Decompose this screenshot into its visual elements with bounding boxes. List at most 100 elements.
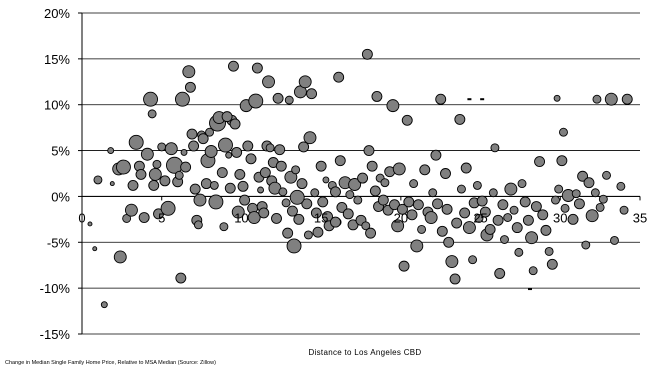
data-point [361,48,373,60]
data-point [128,134,144,150]
data-point [519,196,531,208]
data-point [291,165,301,175]
data-point [573,198,585,210]
data-point [113,250,127,264]
y-tick-labels: 20% 15% 10% 5% 0% -5% -10% -15% [40,6,71,342]
x-tick-label: 5 [158,210,165,225]
data-point [239,194,251,206]
data-point [621,93,633,105]
data-point [530,201,542,212]
data-point [298,75,312,89]
data-point [278,187,288,197]
data-point [205,127,214,137]
data-point [148,167,162,181]
data-point [428,188,438,198]
data-point [317,196,329,208]
dash-marker [480,98,485,101]
data-points [87,48,633,309]
data-point [275,160,287,172]
data-point [424,211,438,224]
data-point [348,178,362,191]
data-point [330,186,341,198]
x-tick-label: 15 [314,210,328,225]
data-point [174,91,190,107]
data-point [296,178,308,190]
data-point [127,179,139,191]
data-point [412,199,424,211]
data-point [219,222,229,232]
x-tick-label: 10 [234,210,248,225]
data-point [472,180,482,190]
data-point [204,145,218,158]
data-point [598,194,608,204]
data-point [306,88,318,100]
data-point [289,189,305,205]
data-point [454,113,466,125]
data-point [592,94,602,104]
data-point [357,172,369,184]
data-point [517,179,527,189]
data-point [406,209,418,221]
data-point [100,301,108,309]
data-point [522,214,534,226]
data-point [604,92,618,106]
data-point [284,95,294,105]
data-point [229,118,241,130]
data-point [224,182,236,194]
data-point [456,184,466,194]
data-point [500,235,509,244]
x-tick-label: 20 [394,210,408,225]
data-point [87,221,93,227]
data-point [476,195,488,207]
data-point [504,182,518,196]
data-point [540,224,552,236]
data-point [616,181,626,191]
data-point [116,159,131,175]
data-point [186,128,198,140]
x-tick-label: 35 [633,210,647,225]
data-point [93,175,103,185]
data-point [209,180,219,190]
data-point [174,170,184,180]
data-point [528,266,538,276]
data-point [468,255,478,265]
data-point [488,188,498,198]
data-point [251,62,263,74]
data-point [310,188,320,198]
data-point [553,94,561,102]
data-point [460,162,472,174]
data-point [221,111,233,123]
data-point [585,209,599,223]
data-point [441,203,453,215]
data-point [583,177,595,189]
data-point [175,272,187,284]
data-point [216,167,228,179]
data-point [419,164,431,176]
data-point [140,147,154,161]
data-point [274,144,286,156]
data-point [135,168,147,180]
data-point [218,137,233,153]
data-point [509,205,519,215]
data-point [188,140,200,152]
data-point [148,179,160,191]
data-point [581,240,591,250]
data-point [410,239,424,253]
data-point [556,155,568,167]
data-point [560,203,570,213]
data-point [377,194,389,206]
data-point [272,92,284,104]
data-point [440,168,451,179]
data-point [514,247,524,257]
data-point [479,206,491,218]
data-point [330,216,341,228]
data-point [380,178,390,188]
data-point [397,203,408,215]
y-tick-label: -15% [40,327,71,342]
data-point [180,161,192,173]
data-point [301,198,313,210]
data-point [432,198,443,210]
data-point [494,268,506,279]
data-point [182,65,196,79]
data-point [336,201,348,213]
